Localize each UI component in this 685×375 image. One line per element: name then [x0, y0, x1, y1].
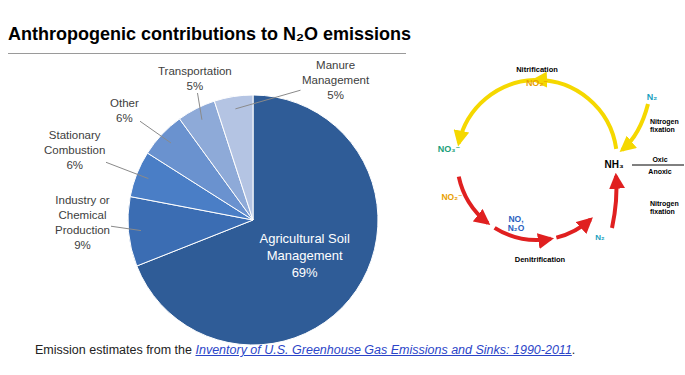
svg-text:NO₂⁻: NO₂⁻: [526, 78, 548, 88]
svg-text:Nitrogenfixation: Nitrogenfixation: [650, 118, 679, 133]
svg-text:Industry orChemicalProduction9: Industry orChemicalProduction9%: [55, 194, 110, 251]
svg-text:NO,N₂O: NO,N₂O: [508, 214, 525, 233]
svg-text:Transportation5%: Transportation5%: [158, 65, 232, 92]
html-text:Emission estimates from the In: Emission estimates from the Inventory of…: [35, 343, 576, 357]
svg-text:NO₂⁻: NO₂⁻: [441, 192, 462, 202]
html-text:Anthropogenic contributions to: Anthropogenic contributions to N₂O emiss…: [8, 24, 411, 44]
svg-text:StationaryCombustion6%: StationaryCombustion6%: [44, 129, 105, 171]
svg-text:N₂: N₂: [595, 233, 605, 242]
svg-text:NO₃⁻: NO₃⁻: [438, 144, 461, 154]
svg-text:Oxic: Oxic: [652, 156, 667, 163]
svg-text:N₂: N₂: [647, 92, 658, 102]
svg-text:Nitrogenfixation: Nitrogenfixation: [650, 200, 679, 215]
svg-text:Denitrification: Denitrification: [515, 255, 566, 264]
svg-text:ManureManagement5%: ManureManagement5%: [302, 59, 370, 101]
svg-text:Nitrification: Nitrification: [516, 65, 558, 74]
svg-text:NH₃: NH₃: [604, 159, 623, 170]
svg-text:Agricultural SoilManagement69%: Agricultural SoilManagement69%: [259, 231, 349, 280]
svg-text:Other6%: Other6%: [110, 97, 139, 124]
svg-text:Anoxic: Anoxic: [648, 168, 671, 175]
